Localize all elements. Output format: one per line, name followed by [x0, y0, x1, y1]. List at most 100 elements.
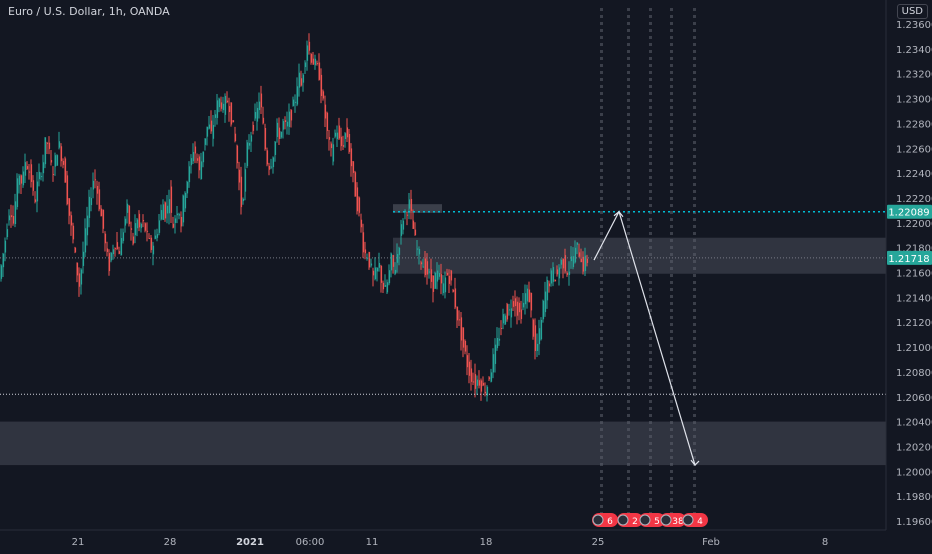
future-session-tick-0: [600, 225, 603, 228]
future-session-tick-2: [649, 64, 652, 67]
candle-body: [344, 133, 347, 139]
price-tick-label: 1.21000: [896, 343, 932, 354]
future-session-tick-1: [627, 484, 630, 487]
future-session-tick-4: [693, 57, 696, 60]
candle-body: [432, 275, 435, 292]
candle-body: [548, 283, 551, 287]
future-session-tick-2: [649, 15, 652, 18]
future-session-tick-4: [693, 281, 696, 284]
price-tick-label: 1.19600: [896, 517, 932, 528]
time-axis[interactable]: 21 28 2021 06:00 11 18 25 Feb 8: [0, 529, 932, 550]
event-markers-layer: 6 2 5 38 4: [592, 513, 708, 527]
candle-body: [478, 380, 481, 386]
future-session-tick-0: [600, 484, 603, 487]
currency-badge[interactable]: USD: [896, 4, 928, 19]
future-session-tick-0: [600, 281, 603, 284]
candle-body: [88, 196, 91, 218]
candle-body: [412, 220, 415, 229]
future-session-tick-2: [649, 288, 652, 291]
future-session-tick-4: [693, 218, 696, 221]
candle-body: [210, 120, 213, 132]
candle-body: [578, 252, 581, 257]
candle-body: [368, 252, 371, 268]
future-session-tick-1: [627, 400, 630, 403]
candle-body: [66, 175, 69, 205]
future-session-tick-4: [693, 120, 696, 123]
candle-body: [410, 198, 413, 211]
future-session-tick-2: [649, 309, 652, 312]
price-tag-2: 1.21718: [887, 250, 932, 265]
future-session-tick-4: [693, 85, 696, 88]
future-session-tick-3: [670, 358, 673, 361]
candle-body: [546, 279, 549, 301]
future-session-tick-2: [649, 351, 652, 354]
candle-body: [558, 267, 561, 279]
candle-body: [138, 213, 141, 228]
candle-body: [360, 219, 363, 228]
candle-body: [56, 155, 59, 166]
future-session-tick-4: [693, 162, 696, 165]
candle-body: [264, 128, 267, 150]
future-session-tick-4: [693, 99, 696, 102]
candle-body: [332, 144, 335, 162]
event-marker-1[interactable]: 6: [592, 513, 618, 527]
future-session-tick-3: [670, 204, 673, 207]
future-session-tick-1: [627, 477, 630, 480]
candle-body: [28, 171, 31, 173]
time-tick-label: 28: [164, 537, 177, 548]
candle-body: [92, 180, 95, 190]
price-tick-label: 1.21600: [896, 269, 932, 280]
future-session-tick-4: [693, 386, 696, 389]
future-session-tick-4: [693, 470, 696, 473]
future-session-tick-1: [627, 85, 630, 88]
future-session-tick-2: [649, 204, 652, 207]
future-session-tick-2: [649, 456, 652, 459]
candle-body: [280, 131, 283, 138]
future-session-tick-2: [649, 43, 652, 46]
candle-body: [154, 235, 157, 239]
future-session-tick-2: [649, 92, 652, 95]
future-session-tick-0: [600, 106, 603, 109]
price-axis[interactable]: 1.19600 1.19800 1.20000 1.20200 1.20400 1.206…: [885, 0, 932, 550]
future-session-tick-2: [649, 330, 652, 333]
candle-body: [120, 238, 123, 256]
future-session-tick-2: [649, 71, 652, 74]
projection-layer: [593, 210, 700, 466]
future-session-tick-3: [670, 99, 673, 102]
event-marker-4[interactable]: 38: [660, 513, 686, 527]
future-session-tick-1: [627, 323, 630, 326]
future-session-tick-4: [693, 477, 696, 480]
time-tick-label: 8: [822, 537, 828, 548]
price-tick-label: 1.21200: [896, 318, 932, 329]
candle-body: [486, 386, 489, 396]
future-session-tick-3: [670, 414, 673, 417]
future-session-tick-2: [649, 190, 652, 193]
candle-body: [20, 175, 23, 184]
candle-body: [282, 121, 285, 130]
event-marker-5[interactable]: 4: [682, 513, 708, 527]
price-tick-label: 1.22200: [896, 194, 932, 205]
future-session-tick-4: [693, 428, 696, 431]
candle-body: [446, 272, 449, 276]
future-session-tick-0: [600, 337, 603, 340]
candle-body: [116, 242, 119, 249]
future-session-tick-1: [627, 491, 630, 494]
future-session-tick-4: [693, 365, 696, 368]
event-marker-3[interactable]: 5: [639, 513, 665, 527]
future-session-tick-3: [670, 463, 673, 466]
future-session-tick-1: [627, 498, 630, 501]
future-session-tick-2: [649, 183, 652, 186]
candle-body: [456, 306, 459, 321]
future-session-tick-4: [693, 337, 696, 340]
future-session-tick-3: [670, 92, 673, 95]
price-tick-label: 1.22800: [896, 119, 932, 130]
candle-body: [178, 214, 181, 216]
future-session-tick-1: [627, 176, 630, 179]
candle-body: [102, 209, 105, 229]
future-session-tick-1: [627, 253, 630, 256]
event-marker-2[interactable]: 2: [617, 513, 643, 527]
future-session-tick-3: [670, 141, 673, 144]
future-session-tick-2: [649, 78, 652, 81]
